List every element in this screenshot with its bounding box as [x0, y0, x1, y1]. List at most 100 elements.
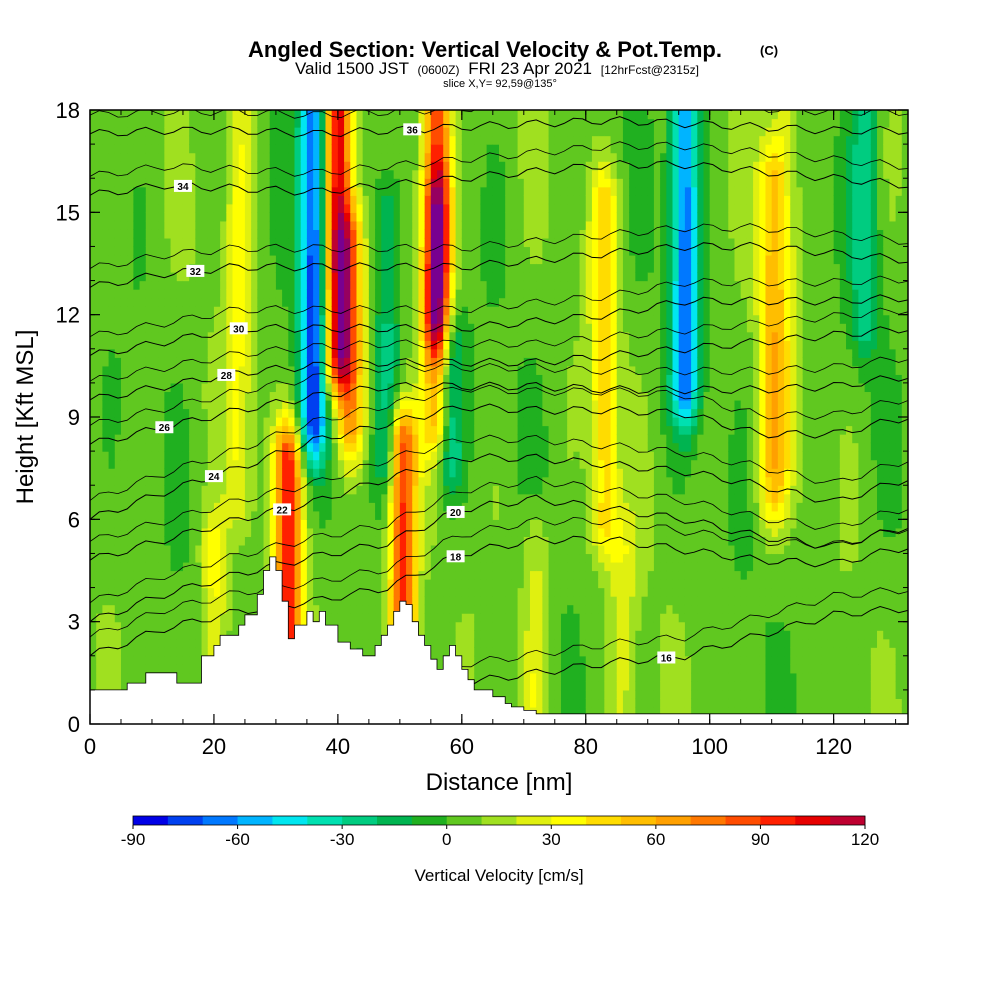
velocity-cell: [443, 246, 451, 256]
velocity-cell: [381, 451, 389, 461]
velocity-cell: [114, 195, 122, 205]
velocity-cell: [232, 374, 240, 384]
velocity-cell: [133, 544, 141, 555]
velocity-cell: [331, 596, 339, 606]
velocity-cell: [356, 613, 364, 623]
velocity-cell: [418, 212, 426, 222]
velocity-cell: [387, 417, 395, 427]
velocity-cell: [461, 203, 469, 213]
velocity-cell: [461, 485, 469, 495]
velocity-cell: [220, 229, 227, 239]
velocity-cell: [486, 289, 494, 299]
velocity-cell: [313, 289, 320, 299]
velocity-cell: [213, 118, 221, 128]
velocity-cell: [455, 331, 463, 341]
velocity-cell: [114, 144, 122, 154]
velocity-cell: [368, 510, 376, 520]
velocity-cell: [331, 212, 339, 222]
velocity-cell: [399, 331, 407, 341]
velocity-cell: [226, 579, 234, 589]
velocity-cell: [492, 272, 500, 282]
velocity-cell: [430, 220, 438, 230]
velocity-cell: [282, 297, 289, 307]
velocity-cell: [195, 655, 203, 665]
velocity-cell: [331, 297, 339, 307]
velocity-cell: [96, 161, 103, 171]
velocity-cell: [517, 570, 525, 580]
velocity-cell: [499, 289, 506, 299]
velocity-cell: [263, 340, 271, 350]
velocity-cell: [300, 596, 308, 606]
velocity-cell: [275, 212, 283, 222]
velocity-cell: [511, 229, 519, 239]
velocity-cell: [114, 272, 122, 282]
velocity-cell: [356, 493, 364, 503]
velocity-cell: [139, 502, 147, 512]
velocity-cell: [331, 382, 339, 393]
velocity-cell: [294, 263, 302, 273]
velocity-cell: [288, 621, 296, 631]
velocity-cell: [356, 476, 364, 486]
velocity-cell: [127, 178, 134, 188]
velocity-cell: [517, 689, 525, 700]
velocity-cell: [139, 374, 147, 384]
velocity-cell: [325, 306, 333, 316]
velocity-cell: [325, 399, 333, 410]
velocity-cell: [492, 502, 500, 512]
velocity-cell: [375, 365, 382, 375]
velocity-cell: [201, 527, 209, 537]
velocity-cell: [257, 212, 265, 222]
velocity-cell: [269, 110, 277, 120]
velocity-cell: [294, 451, 302, 461]
velocity-cell: [350, 237, 358, 248]
velocity-cell: [244, 493, 252, 503]
velocity-cell: [164, 510, 172, 520]
velocity-cell: [232, 203, 240, 213]
velocity-cell: [505, 340, 512, 350]
velocity-cell: [176, 399, 184, 410]
velocity-cell: [164, 459, 172, 469]
velocity-cell: [275, 127, 283, 137]
velocity-cell: [331, 195, 339, 205]
velocity-cell: [207, 220, 215, 230]
velocity-cell: [486, 638, 494, 648]
velocity-cell: [102, 536, 110, 546]
velocity-cell: [294, 161, 302, 171]
velocity-cell: [486, 621, 494, 631]
velocity-cell: [461, 144, 469, 154]
velocity-cell: [238, 382, 246, 393]
velocity-cell: [127, 553, 134, 563]
velocity-cell: [102, 229, 110, 239]
velocity-cell: [443, 195, 451, 205]
velocity-cell: [288, 417, 296, 427]
velocity-cell: [294, 442, 302, 452]
velocity-cell: [213, 536, 221, 546]
velocity-cell: [412, 195, 420, 205]
velocity-cell: [232, 519, 240, 529]
velocity-cell: [120, 331, 128, 341]
velocity-cell: [170, 442, 178, 452]
velocity-cell: [145, 178, 153, 188]
velocity-cell: [399, 169, 407, 179]
velocity-cell: [102, 195, 110, 205]
velocity-cell: [158, 254, 165, 265]
velocity-cell: [108, 621, 116, 631]
velocity-cell: [164, 314, 172, 324]
velocity-cell: [102, 638, 110, 648]
velocity-cell: [517, 587, 525, 597]
velocity-cell: [220, 510, 227, 520]
velocity-cell: [505, 536, 512, 546]
velocity-cell: [455, 272, 463, 282]
velocity-cell: [468, 203, 475, 213]
velocity-cell: [220, 596, 227, 606]
velocity-cell: [424, 553, 432, 563]
velocity-cell: [511, 468, 519, 478]
velocity-cell: [486, 186, 494, 196]
velocity-cell: [499, 374, 506, 384]
velocity-cell: [356, 399, 364, 410]
velocity-cell: [151, 647, 159, 657]
velocity-cell: [418, 297, 426, 307]
velocity-cell: [145, 544, 153, 555]
velocity-cell: [257, 135, 265, 145]
velocity-cell: [393, 425, 401, 435]
